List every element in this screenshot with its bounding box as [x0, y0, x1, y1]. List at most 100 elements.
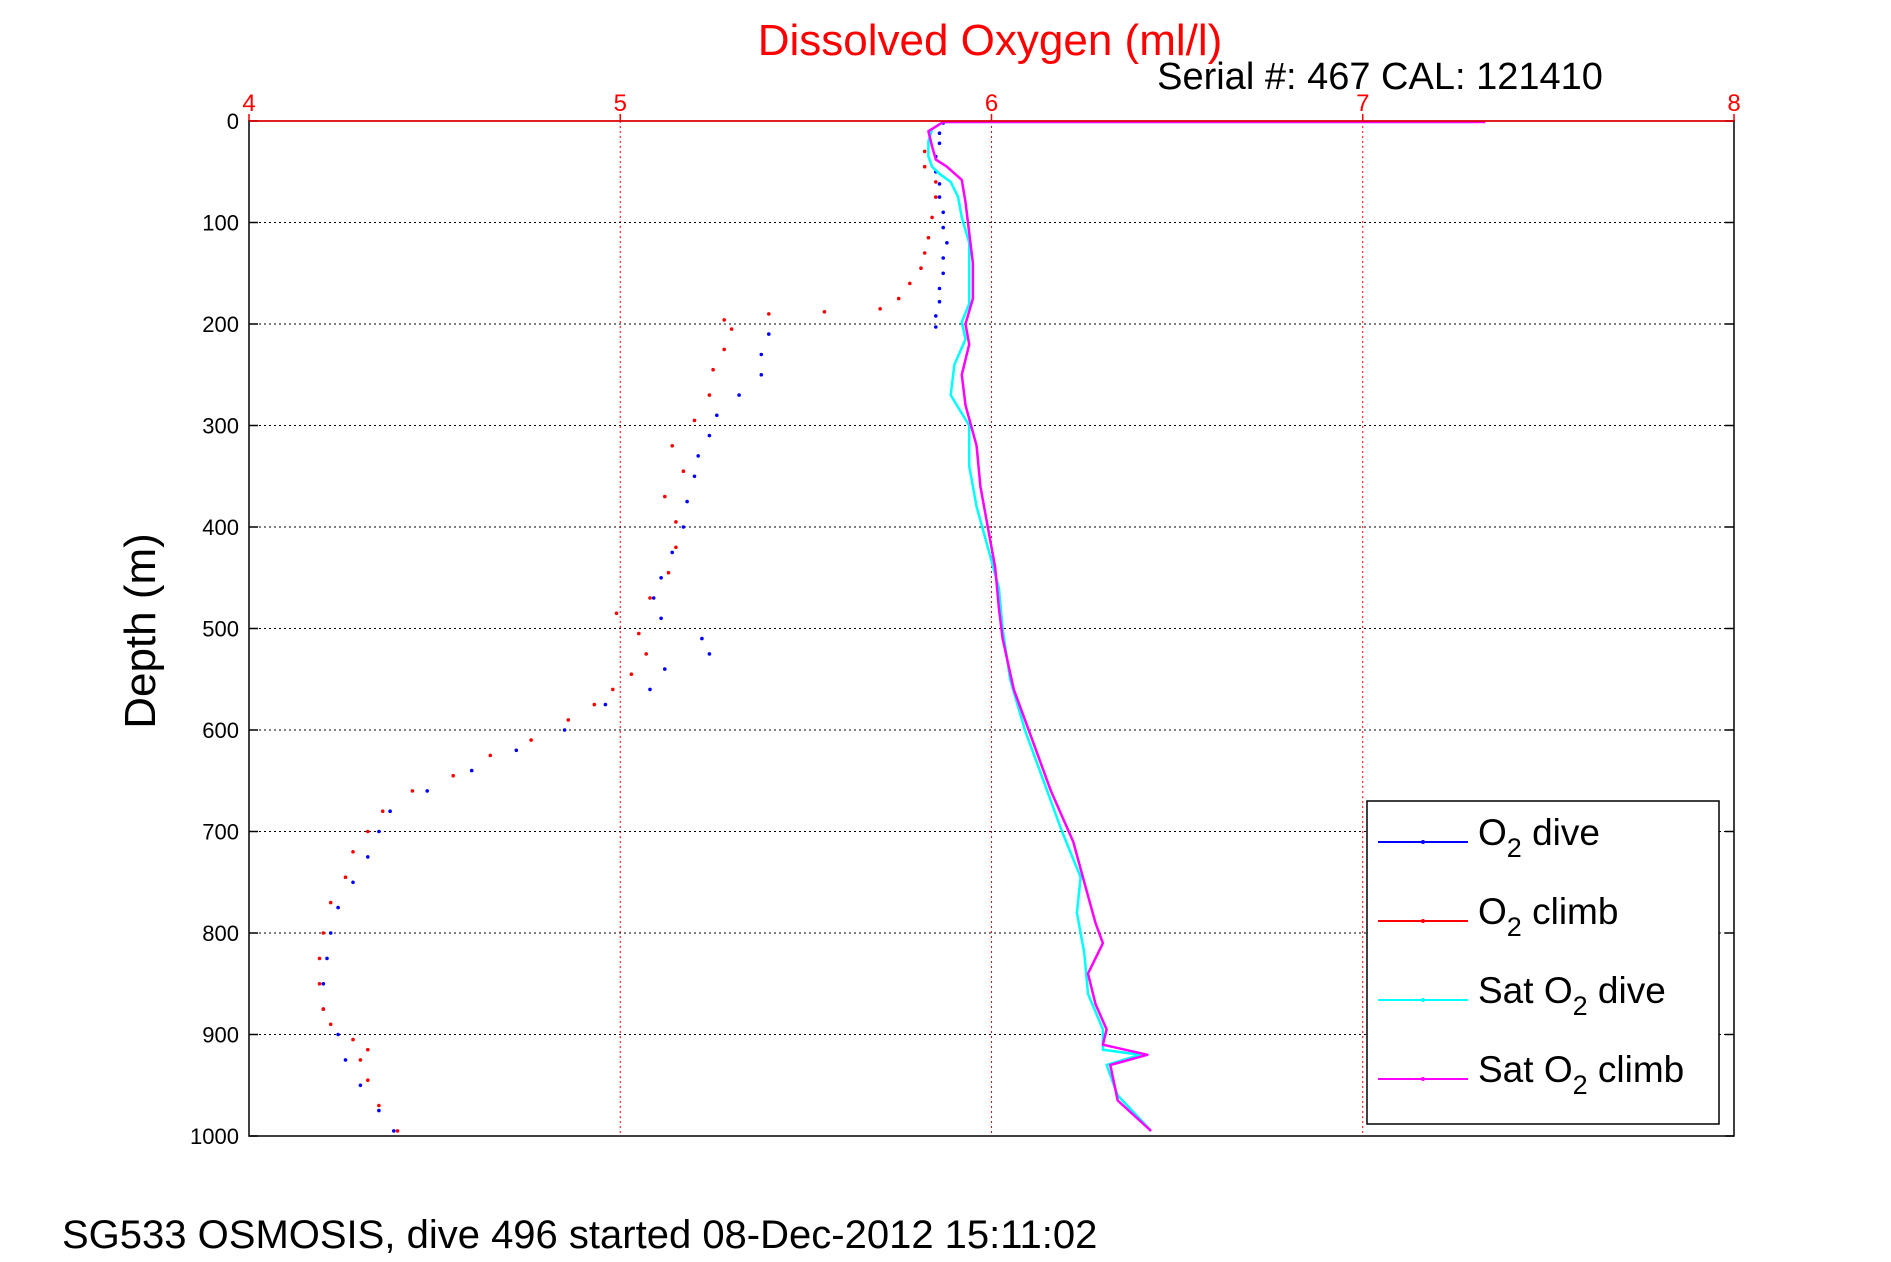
o2-dive-point	[707, 652, 712, 656]
o2-dive-point	[685, 499, 689, 504]
o2-dive-point	[937, 141, 942, 146]
chart-subtitle: Serial #: 467 CAL: 121410	[1157, 56, 1603, 98]
o2-climb-point	[930, 215, 934, 220]
o2-dive-point	[663, 667, 667, 671]
o2-climb-point	[410, 789, 415, 793]
legend-box	[1366, 800, 1720, 1125]
o2-dive-point	[651, 596, 656, 600]
o2-climb-point	[351, 850, 355, 854]
o2-dive-point	[934, 314, 938, 318]
legend-marker-o2-dive	[1421, 840, 1425, 844]
o2-dive-point	[603, 702, 608, 707]
o2-climb-point	[908, 281, 912, 286]
o2-climb-point	[666, 570, 671, 575]
o2-dive-point	[700, 636, 704, 641]
o2-dive-point	[670, 550, 674, 555]
o2-climb-point	[488, 753, 493, 758]
o2-climb-point	[922, 149, 927, 154]
o2-climb-point	[674, 545, 678, 550]
y-axis-label: Depth (m)	[116, 533, 165, 729]
y-tick-label: 700	[202, 820, 239, 845]
o2-climb-point	[592, 702, 597, 707]
y-tick-label: 500	[202, 617, 239, 642]
legend-label-sat-o2-climb: Sat O2 climb	[1478, 1049, 1684, 1100]
o2-dive-point	[937, 286, 942, 291]
o2-dive-point	[388, 809, 392, 813]
x-tick-label: 8	[1727, 90, 1740, 117]
o2-climb-point	[922, 164, 927, 169]
o2-climb-point	[644, 652, 648, 656]
data-series	[317, 120, 1486, 1133]
o2-dive-point	[937, 131, 942, 135]
o2-dive-point	[759, 373, 764, 377]
o2-dive-point	[767, 332, 771, 336]
o2-climb-point	[317, 956, 322, 961]
o2-climb-point	[692, 418, 697, 423]
o2-dive-point	[425, 789, 430, 793]
o2-climb-point	[648, 596, 652, 600]
grid-lines	[249, 121, 1734, 1136]
o2-climb-point	[934, 195, 938, 199]
o2-climb-point	[822, 310, 827, 314]
o2-dive-point	[328, 931, 333, 935]
o2-climb-point	[629, 672, 634, 676]
o2-climb-point	[321, 1007, 326, 1011]
y-tick-label: 300	[202, 414, 239, 439]
o2-climb-point	[358, 1058, 363, 1062]
o2-climb-point	[922, 251, 927, 255]
o2-climb-point	[722, 318, 726, 322]
legend: O2 dive O2 climb Sat O2 dive Sat O2 climb	[1366, 800, 1720, 1125]
y-tick-label: 900	[202, 1023, 239, 1048]
o2-dive-point	[941, 271, 945, 276]
legend-label-sat-o2-dive: Sat O2 dive	[1478, 970, 1666, 1021]
o2-climb-point	[351, 1037, 355, 1042]
legend-label-o2-climb: O2 climb	[1478, 891, 1618, 942]
y-tick-label: 400	[202, 515, 239, 540]
o2-climb-point	[674, 520, 678, 524]
o2-climb-point	[896, 296, 901, 301]
o2-climb-point	[395, 1129, 400, 1133]
legend-marker-o2-climb	[1421, 919, 1425, 923]
o2-climb-point	[366, 1078, 370, 1082]
o2-climb-point	[380, 809, 385, 813]
y-tick-label: 1000	[190, 1124, 239, 1149]
x-tick-label: 6	[985, 90, 998, 117]
o2-dive-point	[659, 616, 663, 621]
o2-dive-point	[366, 855, 370, 859]
y-tick-label: 600	[202, 718, 239, 743]
o2-climb-point	[328, 900, 333, 905]
o2-dive-point	[358, 1083, 363, 1088]
o2-dive-point	[351, 880, 355, 885]
o2-climb-point	[934, 180, 938, 184]
o2-dive-point	[343, 1058, 348, 1062]
legend-marker-sat-o2-climb	[1421, 1077, 1425, 1081]
sat-o2-dive-line	[927, 120, 1475, 1132]
o2-dive-point	[934, 325, 938, 329]
o2-climb-point	[451, 773, 456, 778]
o2-climb-point	[919, 266, 923, 271]
o2-climb-point	[343, 875, 348, 879]
o2-dive-point	[336, 905, 340, 910]
o2-climb-point	[328, 1022, 333, 1027]
axis-ticks: 4 5 6 7 8 0 100 200 300 400 500 600 700 800 900 1000	[190, 90, 1741, 1149]
o2-climb-point	[611, 687, 615, 692]
o2-dive-point	[325, 956, 329, 961]
x-tick-label: 4	[242, 90, 255, 117]
o2-dive-point	[562, 728, 567, 732]
o2-climb-point	[681, 469, 686, 474]
o2-dive-point	[336, 1032, 340, 1037]
sat-o2-climb-line	[927, 120, 1486, 1132]
o2-dive-point	[937, 182, 942, 186]
o2-climb-point	[317, 982, 322, 986]
o2-dive-point	[321, 982, 326, 986]
o2-dive-point	[941, 225, 945, 230]
o2-dive-point	[648, 687, 652, 692]
o2-climb-point	[529, 738, 533, 742]
o2-dive-point	[692, 474, 697, 479]
o2-dive-point	[469, 768, 474, 773]
x-tick-label: 7	[1356, 90, 1369, 117]
o2-climb-point	[707, 393, 712, 397]
y-tick-label: 100	[202, 211, 239, 236]
y-tick-label: 800	[202, 921, 239, 946]
